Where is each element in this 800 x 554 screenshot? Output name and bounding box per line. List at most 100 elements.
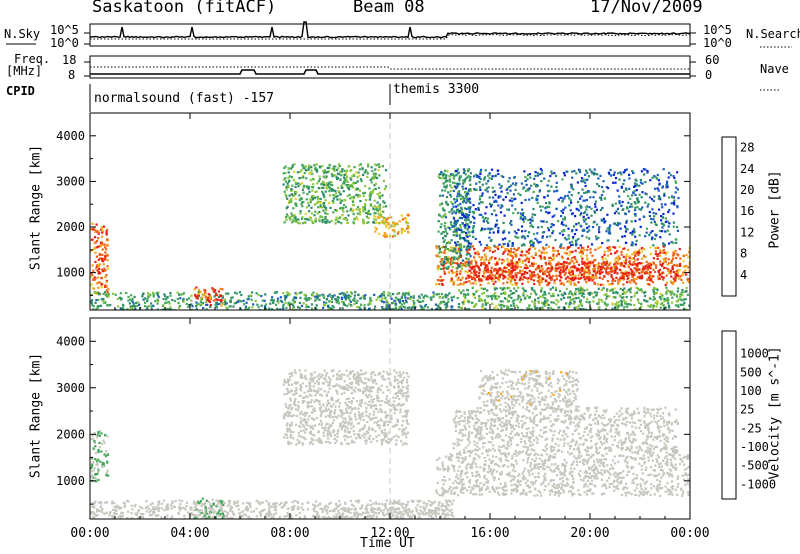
range-gate-cell (284, 301, 287, 304)
range-gate-cell (634, 259, 637, 262)
range-gate-cell (300, 217, 304, 220)
range-gate-cell (194, 294, 197, 297)
range-gate-cell (631, 263, 634, 266)
range-gate-cell (464, 261, 467, 264)
freq-series (90, 69, 690, 75)
range-gate-cell (513, 261, 516, 264)
range-gate-cell (421, 307, 424, 310)
range-gate-cell (467, 231, 470, 234)
range-gate-cell (102, 257, 105, 261)
range-gate-cell (383, 218, 386, 221)
range-gate-cell (596, 264, 599, 267)
range-gate-cell (519, 215, 522, 218)
range-gate-cell (499, 304, 502, 307)
range-gate-cell (256, 303, 259, 306)
range-gate-cell (297, 218, 300, 221)
range-gate-cell (576, 208, 579, 211)
range-gate-cell (620, 275, 623, 278)
range-gate-cell (611, 302, 614, 305)
range-gate-cell (263, 508, 266, 511)
range-gate-cell (635, 183, 638, 186)
range-gate-cell (101, 235, 104, 238)
range-gate-cell (455, 199, 458, 202)
range-gate-cell (291, 214, 294, 217)
range-gate-cell (461, 276, 464, 279)
range-gate-cell (612, 295, 615, 299)
range-gate-cell (529, 273, 532, 276)
range-gate-cell (687, 266, 690, 269)
range-gate-cell (418, 295, 421, 298)
range-gate-cell (565, 302, 568, 305)
range-gate-cell (372, 177, 375, 181)
range-gate-cell (211, 507, 214, 510)
range-gate-cell (441, 504, 444, 507)
range-gate-cell (653, 270, 657, 274)
range-gate-cell (302, 201, 305, 204)
range-gate-cell (446, 203, 449, 206)
range-gate-cell (511, 283, 514, 286)
range-gate-cell (373, 511, 376, 514)
range-gate-cell (367, 163, 370, 166)
range-gate-cell (452, 189, 455, 193)
range-gate-cell (450, 186, 453, 189)
nsearch-label: N.Search (746, 27, 800, 41)
range-gate-cell (628, 173, 631, 176)
range-gate-cell (521, 214, 524, 217)
range-gate-cell (659, 306, 662, 309)
range-gate-cell (436, 307, 439, 310)
range-gate-cell (536, 174, 539, 177)
range-gate-cell (440, 260, 443, 263)
range-gate-cell (165, 298, 168, 301)
range-gate-cell (358, 189, 361, 192)
range-gate-cell (518, 258, 521, 261)
range-gate-cell (451, 266, 454, 269)
range-gate-cell (627, 303, 630, 306)
range-gate-cell (295, 182, 298, 185)
range-gate-cell (662, 212, 665, 216)
range-gate-cell (636, 270, 639, 273)
range-gate-cell (272, 301, 275, 305)
range-gate-cell (568, 296, 572, 299)
range-gate-cell (681, 291, 685, 294)
range-gate-cell (594, 211, 597, 214)
range-gate-cell (523, 244, 526, 247)
range-gate-cell (611, 279, 614, 282)
range-gate-cell (510, 220, 513, 223)
range-gate-cell (473, 221, 476, 224)
range-gate-cell (219, 299, 222, 302)
range-gate-cell (662, 258, 665, 261)
range-gate-cell (533, 282, 536, 286)
range-gate-cell (627, 210, 631, 213)
range-gate-cell (133, 295, 136, 298)
range-gate-cell (468, 211, 471, 214)
range-gate-cell (470, 301, 474, 304)
range-gate-cell (288, 199, 291, 203)
range-gate-cell (387, 294, 390, 297)
range-gate-cell (442, 262, 445, 265)
range-gate-cell (322, 186, 325, 189)
range-gate-cell (346, 210, 349, 213)
range-gate-cell (638, 234, 641, 237)
range-gate-cell (468, 253, 471, 256)
range-gate-cell (454, 241, 457, 244)
range-gate-cell (482, 291, 485, 294)
range-gate-cell (456, 278, 459, 281)
range-gate-cell (407, 227, 410, 230)
range-gate-cell (553, 172, 556, 175)
range-gate-cell (328, 190, 331, 193)
range-gate-cell (661, 271, 664, 274)
range-gate-cell (180, 293, 183, 296)
range-gate-cell (644, 256, 647, 259)
range-gate-cell (664, 253, 667, 256)
range-gate-cell (561, 230, 564, 233)
range-gate-cell (649, 231, 652, 234)
range-gate-cell (343, 178, 346, 181)
range-gate-cell (218, 302, 221, 305)
range-gate-cell (571, 170, 574, 173)
range-gate-cell (131, 306, 134, 309)
range-gate-cell (661, 206, 664, 209)
range-gate-cell (669, 280, 672, 283)
range-gate-cell (104, 291, 107, 294)
range-gate-cell (679, 264, 682, 267)
range-gate-cell (354, 188, 357, 191)
